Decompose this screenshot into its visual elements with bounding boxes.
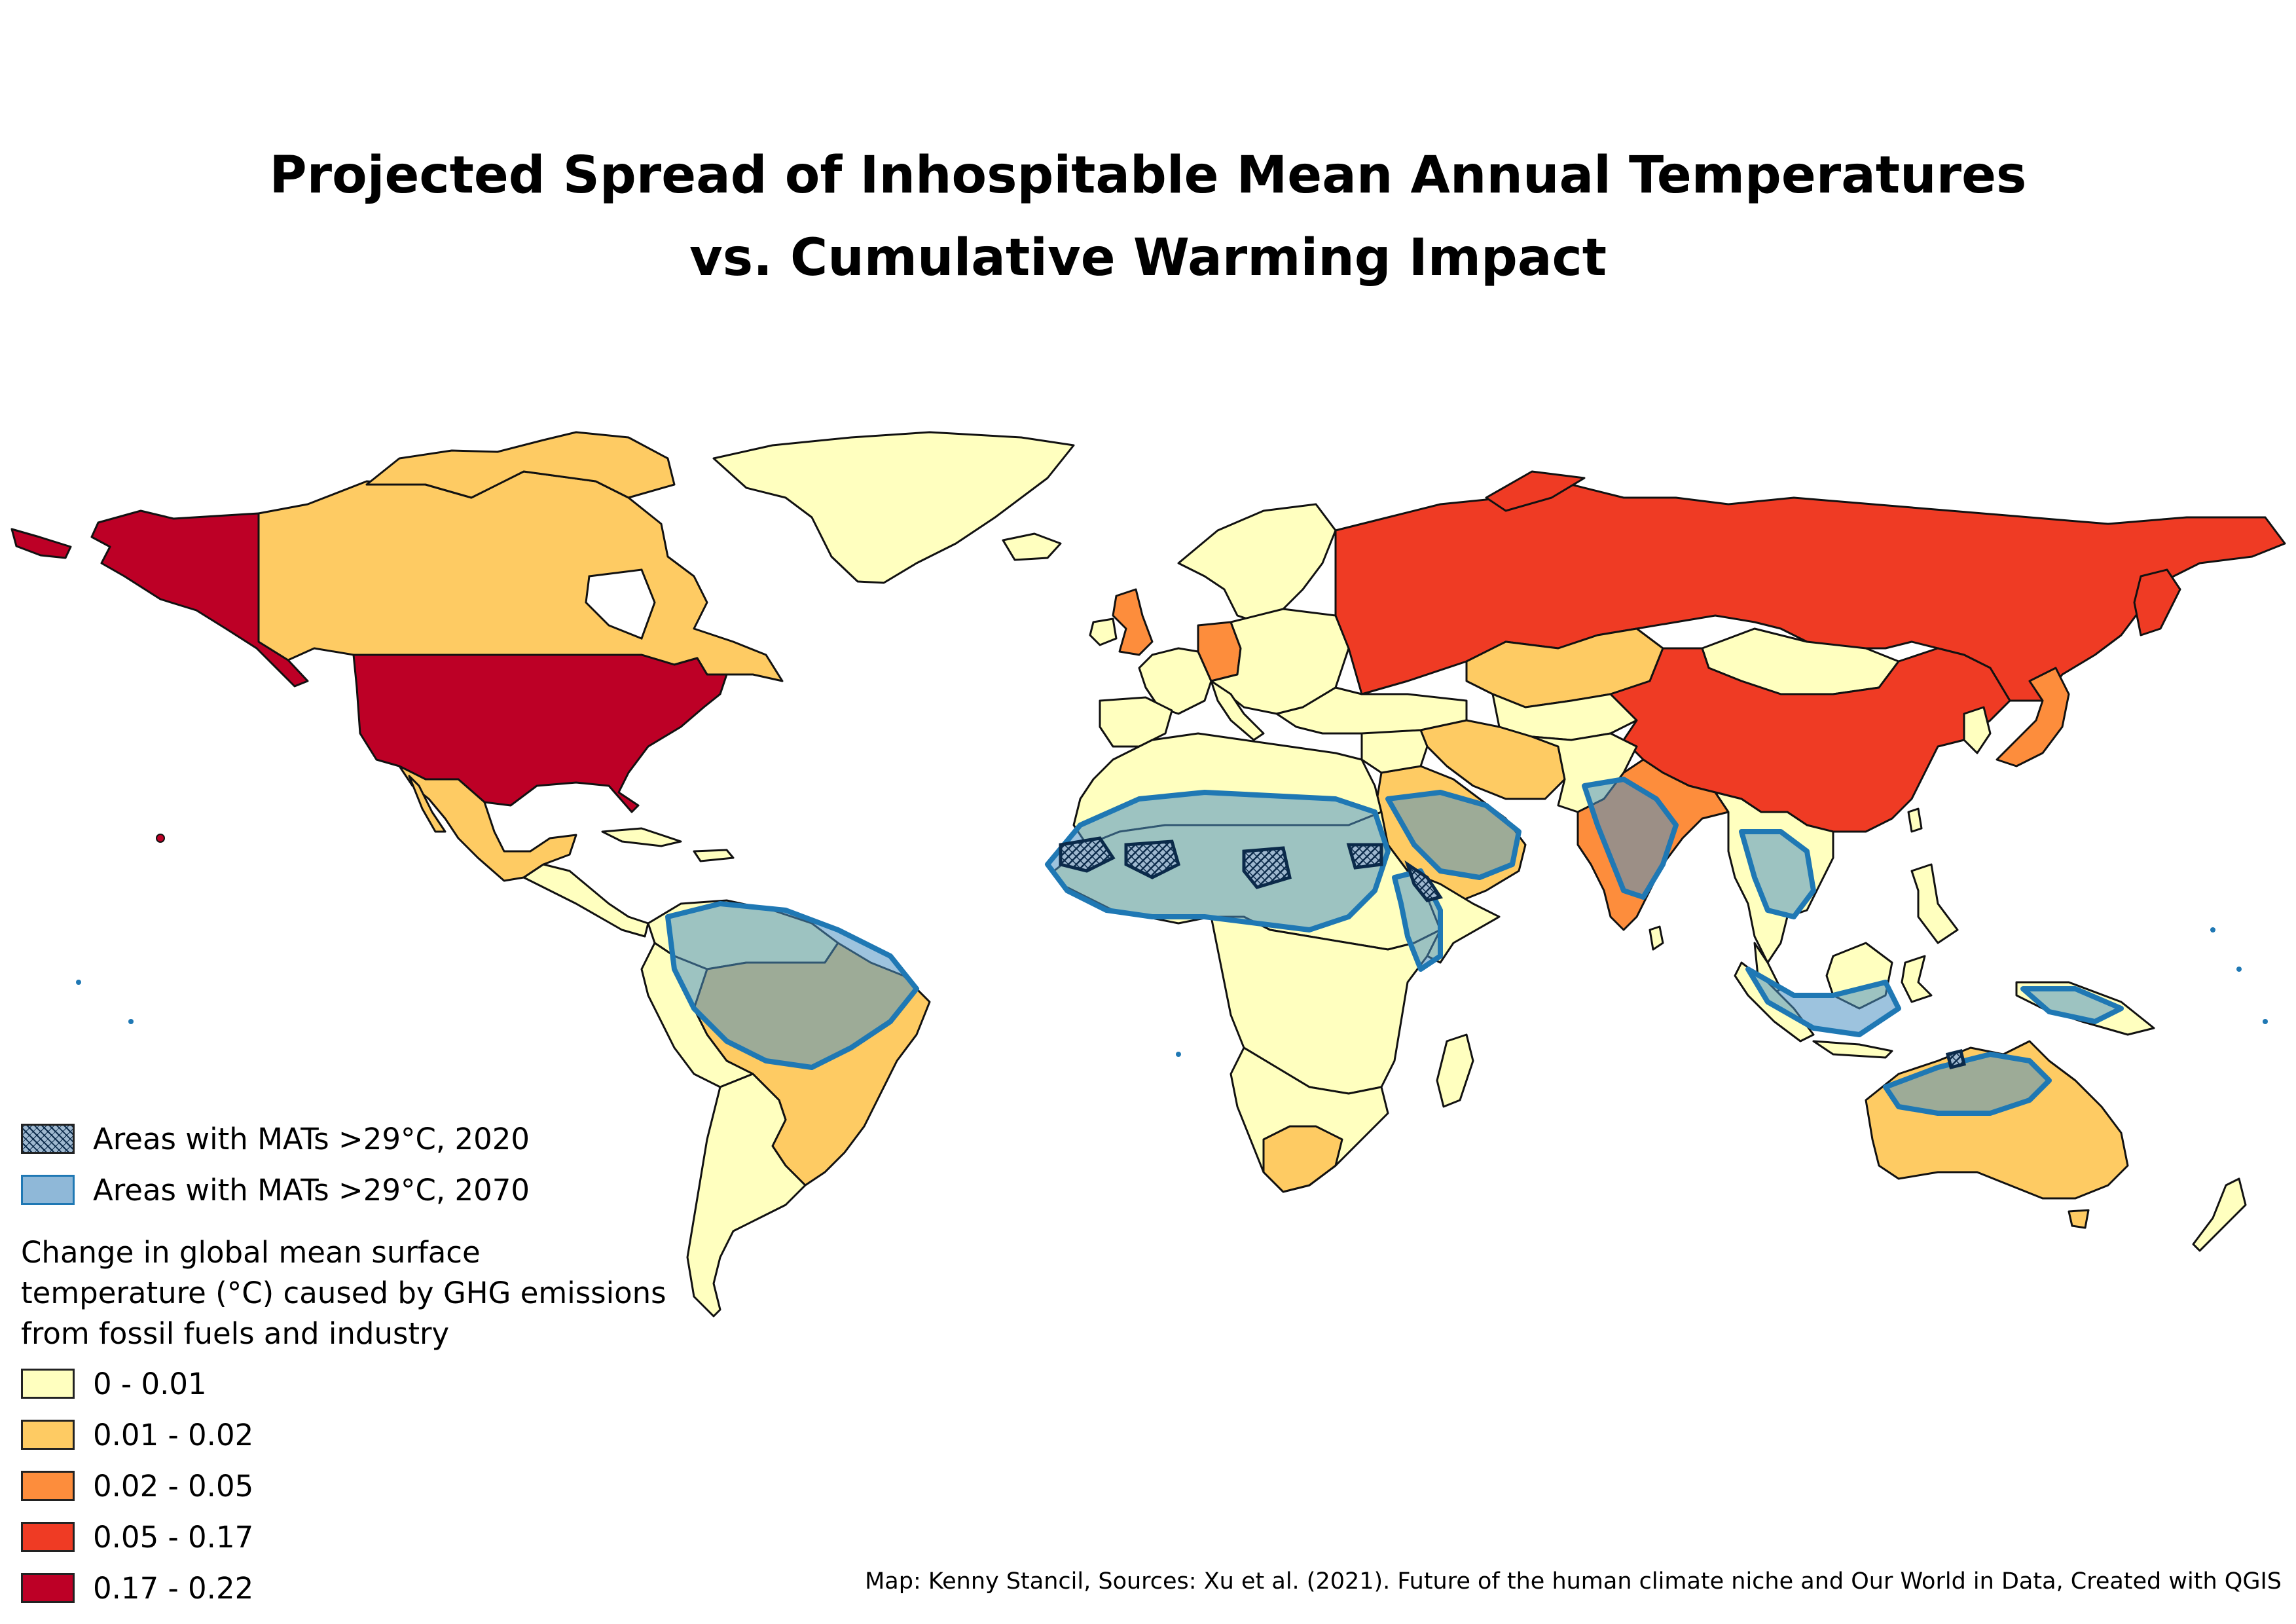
island-dot xyxy=(128,1019,134,1024)
map-title: Projected Spread of Inhospitable Mean An… xyxy=(0,134,2296,299)
region-iceland xyxy=(1002,532,1062,561)
legend-swatch xyxy=(21,1471,75,1501)
legend-classes: 0 - 0.01 0.01 - 0.02 0.02 - 0.05 0.05 - 0.1… xyxy=(21,1358,728,1614)
region-madagascar xyxy=(1436,1033,1474,1108)
region-hispaniola xyxy=(693,849,735,862)
region-canada-islands xyxy=(365,431,676,499)
island-dot xyxy=(2263,1019,2268,1024)
legend-label: 0 - 0.01 xyxy=(93,1366,207,1401)
region-western-europe xyxy=(1138,647,1212,715)
mat-2070-australia xyxy=(1883,1052,2052,1116)
region-greenland xyxy=(712,431,1075,584)
region-united-kingdom xyxy=(1112,588,1154,656)
region-sulawesi xyxy=(1901,955,1933,1003)
legend-swatch xyxy=(21,1522,75,1552)
region-iran xyxy=(1419,719,1566,800)
mat-2020-red-sea xyxy=(1404,860,1444,902)
region-scandinavia xyxy=(1177,503,1337,623)
legend-swatch-blue xyxy=(21,1175,75,1205)
region-italy xyxy=(1210,680,1265,741)
mat-2020-australia xyxy=(1945,1048,1967,1070)
legend-item-class: 0.05 - 0.17 xyxy=(21,1511,728,1562)
region-central-america xyxy=(522,863,649,938)
hawaii xyxy=(156,834,165,843)
region-baja xyxy=(408,775,446,833)
region-philippines xyxy=(1910,863,1959,944)
mat-2020-sahel-mali xyxy=(1124,840,1180,879)
region-java xyxy=(1812,1040,1893,1059)
legend-swatch-hatched xyxy=(21,1124,75,1154)
region-mexico xyxy=(398,765,577,882)
region-kamchatka xyxy=(2133,568,2181,637)
mat-2070-india xyxy=(1582,777,1679,900)
map-credit: Map: Kenny Stancil, Sources: Xu et al. (… xyxy=(865,1568,2282,1595)
legend-label: Areas with MATs >29°C, 2070 xyxy=(93,1172,530,1208)
region-central-africa xyxy=(1210,915,1442,1095)
mat-2070-southeast-asia xyxy=(1739,829,1816,919)
mat-2020-sudan xyxy=(1346,843,1383,870)
region-south-africa xyxy=(1262,1125,1343,1193)
region-tasmania xyxy=(2068,1209,2090,1229)
region-japan xyxy=(1995,667,2070,767)
region-korea xyxy=(1963,706,1992,754)
island-dot xyxy=(2210,927,2215,932)
legend-label: 0.17 - 0.22 xyxy=(93,1570,254,1606)
legend-title: Change in global mean surface temperatur… xyxy=(21,1235,666,1351)
legend-item-mat-2020: Areas with MATs >29°C, 2020 xyxy=(21,1113,728,1164)
island-dot xyxy=(2236,967,2242,972)
region-southern-cone xyxy=(686,1073,807,1318)
legend-item-class: 0 - 0.01 xyxy=(21,1358,728,1409)
hudson-bay xyxy=(585,568,656,640)
mat-2070-arabia xyxy=(1385,790,1522,880)
mat-2020-sahel-chad xyxy=(1242,846,1292,889)
region-sri-lanka xyxy=(1649,925,1664,951)
legend-label: 0.01 - 0.02 xyxy=(93,1417,254,1452)
mat-2070-indonesia xyxy=(1745,967,1901,1037)
legend-item-class: 0.02 - 0.05 xyxy=(21,1460,728,1511)
legend-label: 0.02 - 0.05 xyxy=(93,1468,254,1504)
legend-label: Areas with MATs >29°C, 2020 xyxy=(93,1121,530,1156)
region-canada xyxy=(257,470,784,682)
map-title-line-2: vs. Cumulative Warming Impact xyxy=(689,229,1607,287)
region-alaska-west xyxy=(10,528,72,559)
mat-2020-sahel-west xyxy=(1059,836,1116,873)
region-ireland xyxy=(1089,618,1118,646)
mat-2070-west-africa xyxy=(1045,790,1391,932)
island-dot xyxy=(1176,1052,1181,1057)
mat-2070-new-guinea xyxy=(2020,986,2124,1024)
legend-item-mat-2070: Areas with MATs >29°C, 2070 xyxy=(21,1164,728,1215)
region-taiwan xyxy=(1907,807,1923,833)
region-new-zealand xyxy=(2192,1177,2247,1252)
region-alaska xyxy=(90,509,309,688)
map-legend: Areas with MATs >29°C, 2020 Areas with M… xyxy=(21,1113,728,1614)
region-united-states xyxy=(352,654,728,813)
region-cuba xyxy=(601,827,682,847)
legend-item-class: 0.17 - 0.22 xyxy=(21,1562,728,1614)
region-novaya-zemlya xyxy=(1485,470,1586,512)
region-balkans-turkey xyxy=(1275,686,1468,735)
legend-item-class: 0.01 - 0.02 xyxy=(21,1409,728,1460)
mat-2070-amazon xyxy=(665,901,919,1070)
map-title-line-1: Projected Spread of Inhospitable Mean An… xyxy=(269,146,2027,205)
island-dot xyxy=(76,980,81,985)
legend-swatch xyxy=(21,1420,75,1450)
legend-swatch xyxy=(21,1573,75,1603)
region-levant xyxy=(1360,729,1429,774)
legend-swatch xyxy=(21,1369,75,1399)
legend-label: 0.05 - 0.17 xyxy=(93,1519,254,1555)
